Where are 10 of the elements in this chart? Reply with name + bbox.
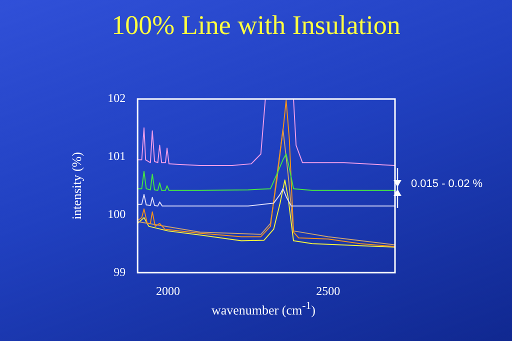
y-tick-label: 99 (114, 264, 126, 279)
x-tick-label: 2500 (316, 284, 340, 298)
x-tick-label: 2000 (156, 284, 180, 298)
text: 0.015 - 0.02 % (411, 178, 483, 190)
y-axis-title: intensity (%) (69, 152, 84, 220)
y-tick-label: 101 (108, 149, 126, 164)
y-tick-label: 100 (108, 206, 126, 221)
chart-title: 100% Line with Insulation (110, 10, 402, 41)
y-tick-label: 102 (108, 91, 126, 106)
x-axis-title: wavenumber (cm$^{-1}$) (210, 300, 316, 318)
